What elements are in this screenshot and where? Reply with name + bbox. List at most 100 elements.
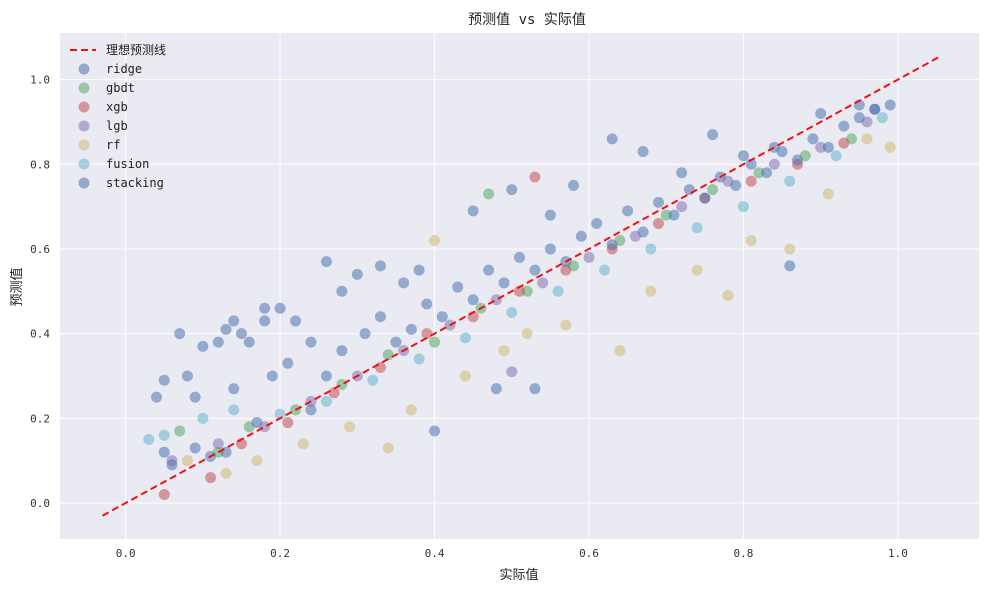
y-tick-label: 0.8 (30, 158, 50, 171)
point-fusion (158, 429, 170, 441)
point-xgb (158, 489, 170, 501)
legend-label-stacking: stacking (106, 176, 164, 190)
point-gbdt (521, 285, 533, 297)
point-stacking (776, 146, 788, 158)
point-ridge (374, 260, 386, 272)
point-stacking (436, 311, 448, 323)
legend-swatch-fusion (78, 158, 90, 170)
legend-label-gbdt: gbdt (106, 81, 135, 95)
point-ridge (637, 146, 649, 158)
point-stacking (514, 251, 525, 263)
legend-swatch-stacking (78, 177, 90, 189)
point-stacking (838, 120, 850, 132)
point-lgb (768, 158, 780, 170)
point-ridge (784, 260, 796, 272)
x-tick-label: 1.0 (888, 547, 908, 560)
point-ridge (429, 425, 441, 437)
point-ridge (544, 209, 556, 221)
point-ridge (274, 302, 286, 314)
data-points (143, 99, 896, 501)
legend-label-xgb: xgb (106, 100, 128, 114)
point-ridge (707, 129, 719, 141)
point-stacking (359, 328, 371, 340)
point-fusion (691, 222, 703, 234)
x-tick-label: 0.0 (116, 547, 136, 560)
point-stacking (405, 323, 417, 335)
chart-title: 预测值 vs 实际值 (468, 12, 586, 28)
legend-ideal-label: 理想预测线 (106, 42, 166, 57)
point-ridge (398, 277, 410, 289)
series-fusion (143, 112, 888, 445)
point-rf (459, 370, 471, 382)
point-stacking (853, 112, 865, 124)
point-stacking (251, 417, 263, 429)
tick-labels: 0.0 0.2 0.4 0.6 0.8 1.0 0.0 0.2 0.4 0.6 0.8 1.0 (30, 74, 908, 560)
point-gbdt (707, 184, 719, 196)
legend-label-fusion: fusion (106, 157, 149, 171)
point-ridge (197, 340, 209, 352)
point-stacking (166, 459, 178, 471)
point-stacking (668, 209, 680, 221)
point-lgb (506, 366, 518, 378)
point-ridge (490, 383, 502, 395)
point-lgb (212, 438, 224, 450)
point-xgb (529, 171, 541, 183)
point-rf (861, 133, 873, 145)
point-xgb (653, 218, 665, 230)
point-stacking (869, 103, 881, 115)
point-stacking (282, 357, 294, 369)
point-xgb (282, 417, 294, 429)
point-rf (521, 328, 533, 340)
point-ridge (320, 256, 332, 268)
point-ridge (815, 107, 827, 119)
point-ridge (737, 150, 749, 162)
series-ridge (151, 99, 881, 437)
point-lgb (676, 201, 688, 213)
point-rf (251, 455, 263, 467)
point-fusion (274, 408, 286, 420)
point-stacking (498, 277, 510, 289)
legend-swatch-xgb (78, 101, 90, 113)
point-fusion (830, 150, 842, 162)
ideal-prediction-line (101, 55, 941, 517)
point-ridge (151, 391, 163, 403)
point-stacking (884, 99, 896, 111)
point-ridge (220, 323, 232, 335)
point-rf (884, 141, 896, 153)
point-stacking (266, 370, 278, 382)
point-gbdt (483, 188, 495, 200)
point-xgb (205, 472, 217, 484)
point-rf (382, 442, 394, 454)
point-stacking (622, 205, 634, 217)
point-gbdt (753, 167, 765, 179)
y-tick-label: 0.4 (30, 328, 50, 341)
point-fusion (320, 395, 332, 407)
point-stacking (606, 239, 618, 251)
point-fusion (413, 353, 425, 365)
point-ridge (259, 302, 271, 314)
point-rf (498, 345, 510, 357)
y-tick-label: 0.0 (30, 497, 50, 510)
point-ridge (413, 264, 425, 276)
point-stacking (374, 311, 386, 323)
point-gbdt (382, 349, 394, 361)
point-ridge (174, 328, 186, 340)
point-ridge (189, 391, 201, 403)
point-ridge (336, 285, 348, 297)
point-fusion (367, 374, 379, 386)
point-ridge (506, 184, 518, 196)
point-ridge (351, 268, 363, 280)
point-rf (297, 438, 309, 450)
point-fusion (645, 243, 657, 255)
point-xgb (328, 387, 340, 399)
point-fusion (876, 112, 888, 124)
legend-swatch-lgb (78, 120, 90, 132)
point-rf (344, 421, 356, 433)
point-ridge (235, 328, 247, 340)
point-ridge (259, 315, 271, 327)
point-rf (614, 345, 626, 357)
point-lgb (583, 251, 595, 263)
point-stacking (220, 446, 232, 458)
point-fusion (143, 433, 155, 445)
point-stacking (822, 141, 834, 153)
